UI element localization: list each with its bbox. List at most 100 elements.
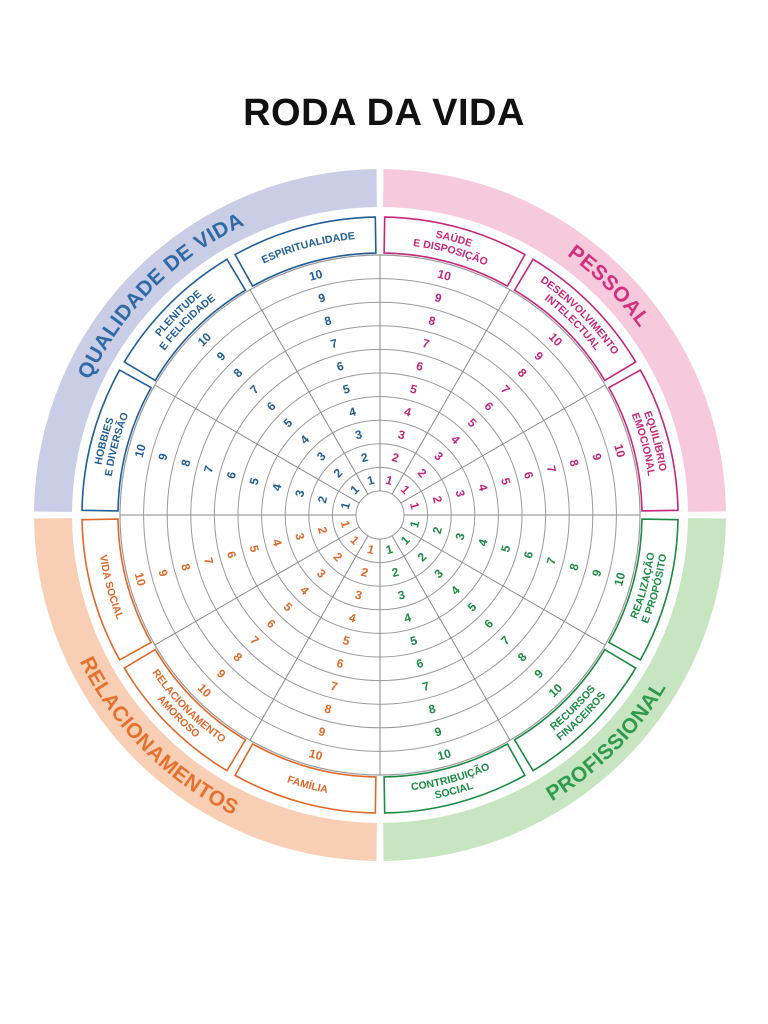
score-grid [119, 254, 641, 776]
score-number: 6 [224, 470, 239, 480]
score-number: 10 [436, 267, 453, 284]
score-number: 10 [611, 571, 628, 588]
score-number: 1 [384, 542, 394, 557]
score-number: 5 [247, 476, 262, 486]
segment-spoke [154, 384, 360, 504]
score-number: 1 [384, 473, 394, 488]
segment-spoke [400, 384, 606, 504]
segment-box-espiritualidade [233, 216, 377, 288]
score-number: 1 [407, 501, 422, 511]
score-number: 7 [201, 464, 216, 474]
score-number: 6 [521, 470, 536, 480]
score-number: 5 [498, 476, 513, 486]
score-number: 3 [396, 427, 406, 442]
score-number: 2 [430, 525, 445, 535]
page-title: RODA DA VIDA [243, 92, 525, 134]
score-number: 1 [407, 519, 422, 529]
score-number: 5 [247, 544, 262, 554]
score-number: 6 [335, 656, 345, 671]
segment-spoke [249, 289, 369, 495]
segment-box-plenitude [123, 258, 247, 382]
score-number: 6 [415, 656, 425, 671]
score-number: 10 [132, 442, 149, 459]
score-number: 9 [589, 568, 604, 578]
score-number: 8 [567, 562, 582, 572]
segment-spoke [391, 289, 511, 495]
score-number: 4 [403, 610, 413, 625]
score-number: 5 [498, 543, 513, 553]
score-number: 8 [178, 458, 193, 468]
score-number: 7 [544, 556, 559, 566]
score-number: 5 [409, 633, 419, 648]
score-number: 3 [453, 488, 468, 498]
score-number: 1 [338, 500, 353, 510]
score-number: 7 [421, 336, 431, 351]
score-number: 6 [415, 359, 425, 374]
score-number: 4 [403, 404, 413, 419]
score-number: 7 [329, 679, 339, 694]
score-number: 6 [335, 359, 345, 374]
score-number: 8 [567, 458, 582, 468]
score-number: 3 [396, 587, 406, 602]
score-number: 9 [155, 452, 170, 462]
score-number: 10 [436, 746, 453, 763]
score-number: 4 [347, 610, 357, 625]
score-number: 4 [269, 538, 284, 548]
segment-box-realizacao [607, 518, 679, 662]
score-number: 9 [589, 452, 604, 462]
score-number: 9 [433, 290, 443, 305]
score-number: 3 [353, 588, 363, 603]
score-number: 7 [201, 556, 216, 566]
score-number: 9 [155, 568, 170, 578]
score-number: 7 [329, 336, 339, 351]
segment-box-vida_social [81, 518, 153, 662]
segment-box-recursos [513, 648, 637, 772]
score-number: 1 [366, 473, 376, 488]
score-number: 2 [315, 494, 330, 504]
segment-box-hobbies [81, 368, 153, 512]
score-number: 9 [317, 290, 327, 305]
score-number: 8 [178, 562, 193, 572]
score-number: 6 [521, 549, 536, 559]
score-number: 10 [307, 267, 324, 284]
score-number: 4 [475, 537, 490, 547]
score-number: 8 [427, 313, 437, 328]
score-number: 2 [390, 565, 400, 580]
score-number: 3 [292, 488, 307, 498]
score-number: 4 [269, 482, 284, 492]
score-number: 10 [611, 442, 628, 459]
score-number: 9 [433, 724, 443, 739]
score-number: 4 [475, 482, 490, 492]
score-number: 1 [338, 519, 353, 529]
score-number: 2 [390, 450, 400, 465]
segment-box-contribuicao [383, 742, 527, 814]
segment-label-boxes [81, 216, 679, 814]
segment-box-equilibrio [607, 368, 679, 512]
score-number: 10 [132, 571, 149, 588]
score-number: 7 [421, 679, 431, 694]
wheel-interior [72, 207, 688, 823]
score-number: 4 [347, 404, 357, 419]
segment-spoke [249, 535, 369, 741]
score-number: 2 [360, 450, 370, 465]
score-number: 3 [292, 531, 307, 541]
score-number: 2 [360, 565, 370, 580]
segment-spoke [400, 526, 606, 646]
score-number: 2 [315, 525, 330, 535]
score-number: 8 [427, 701, 437, 716]
score-number: 5 [341, 382, 351, 397]
score-number: 8 [323, 313, 333, 328]
score-number: 2 [430, 495, 445, 505]
score-number: 3 [353, 427, 363, 442]
segment-box-familia [233, 742, 377, 814]
segment-box-desenvolvimento [513, 258, 637, 382]
score-number: 3 [453, 531, 468, 541]
segment-spoke [154, 526, 360, 646]
score-number: 9 [317, 724, 327, 739]
segment-box-amoroso [123, 648, 247, 772]
score-number: 10 [307, 746, 324, 763]
score-number: 5 [409, 382, 419, 397]
segment-spoke [391, 535, 511, 741]
score-number: 6 [224, 550, 239, 560]
